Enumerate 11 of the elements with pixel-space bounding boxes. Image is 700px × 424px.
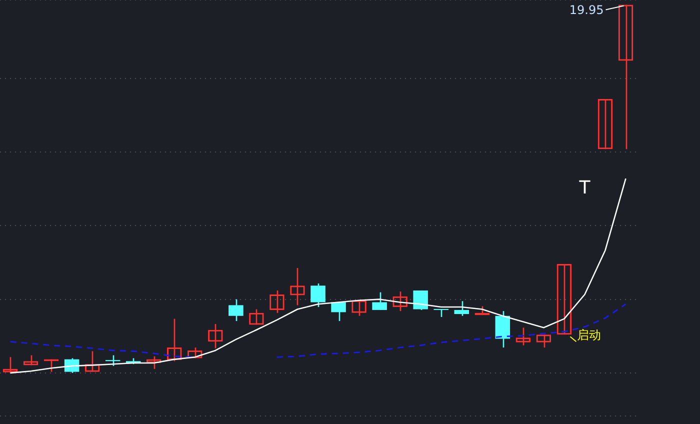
candlestick [454,300,469,317]
candlestick [228,298,244,322]
candlestick [598,98,613,150]
candlestick [495,310,510,348]
annotation: T [578,178,592,199]
annotation: 19.95 [569,2,604,17]
candlestick [331,302,346,322]
annotation: 启动 [577,328,602,342]
candlestick [556,263,572,336]
candlestick [310,282,326,308]
candlestick [372,292,387,311]
